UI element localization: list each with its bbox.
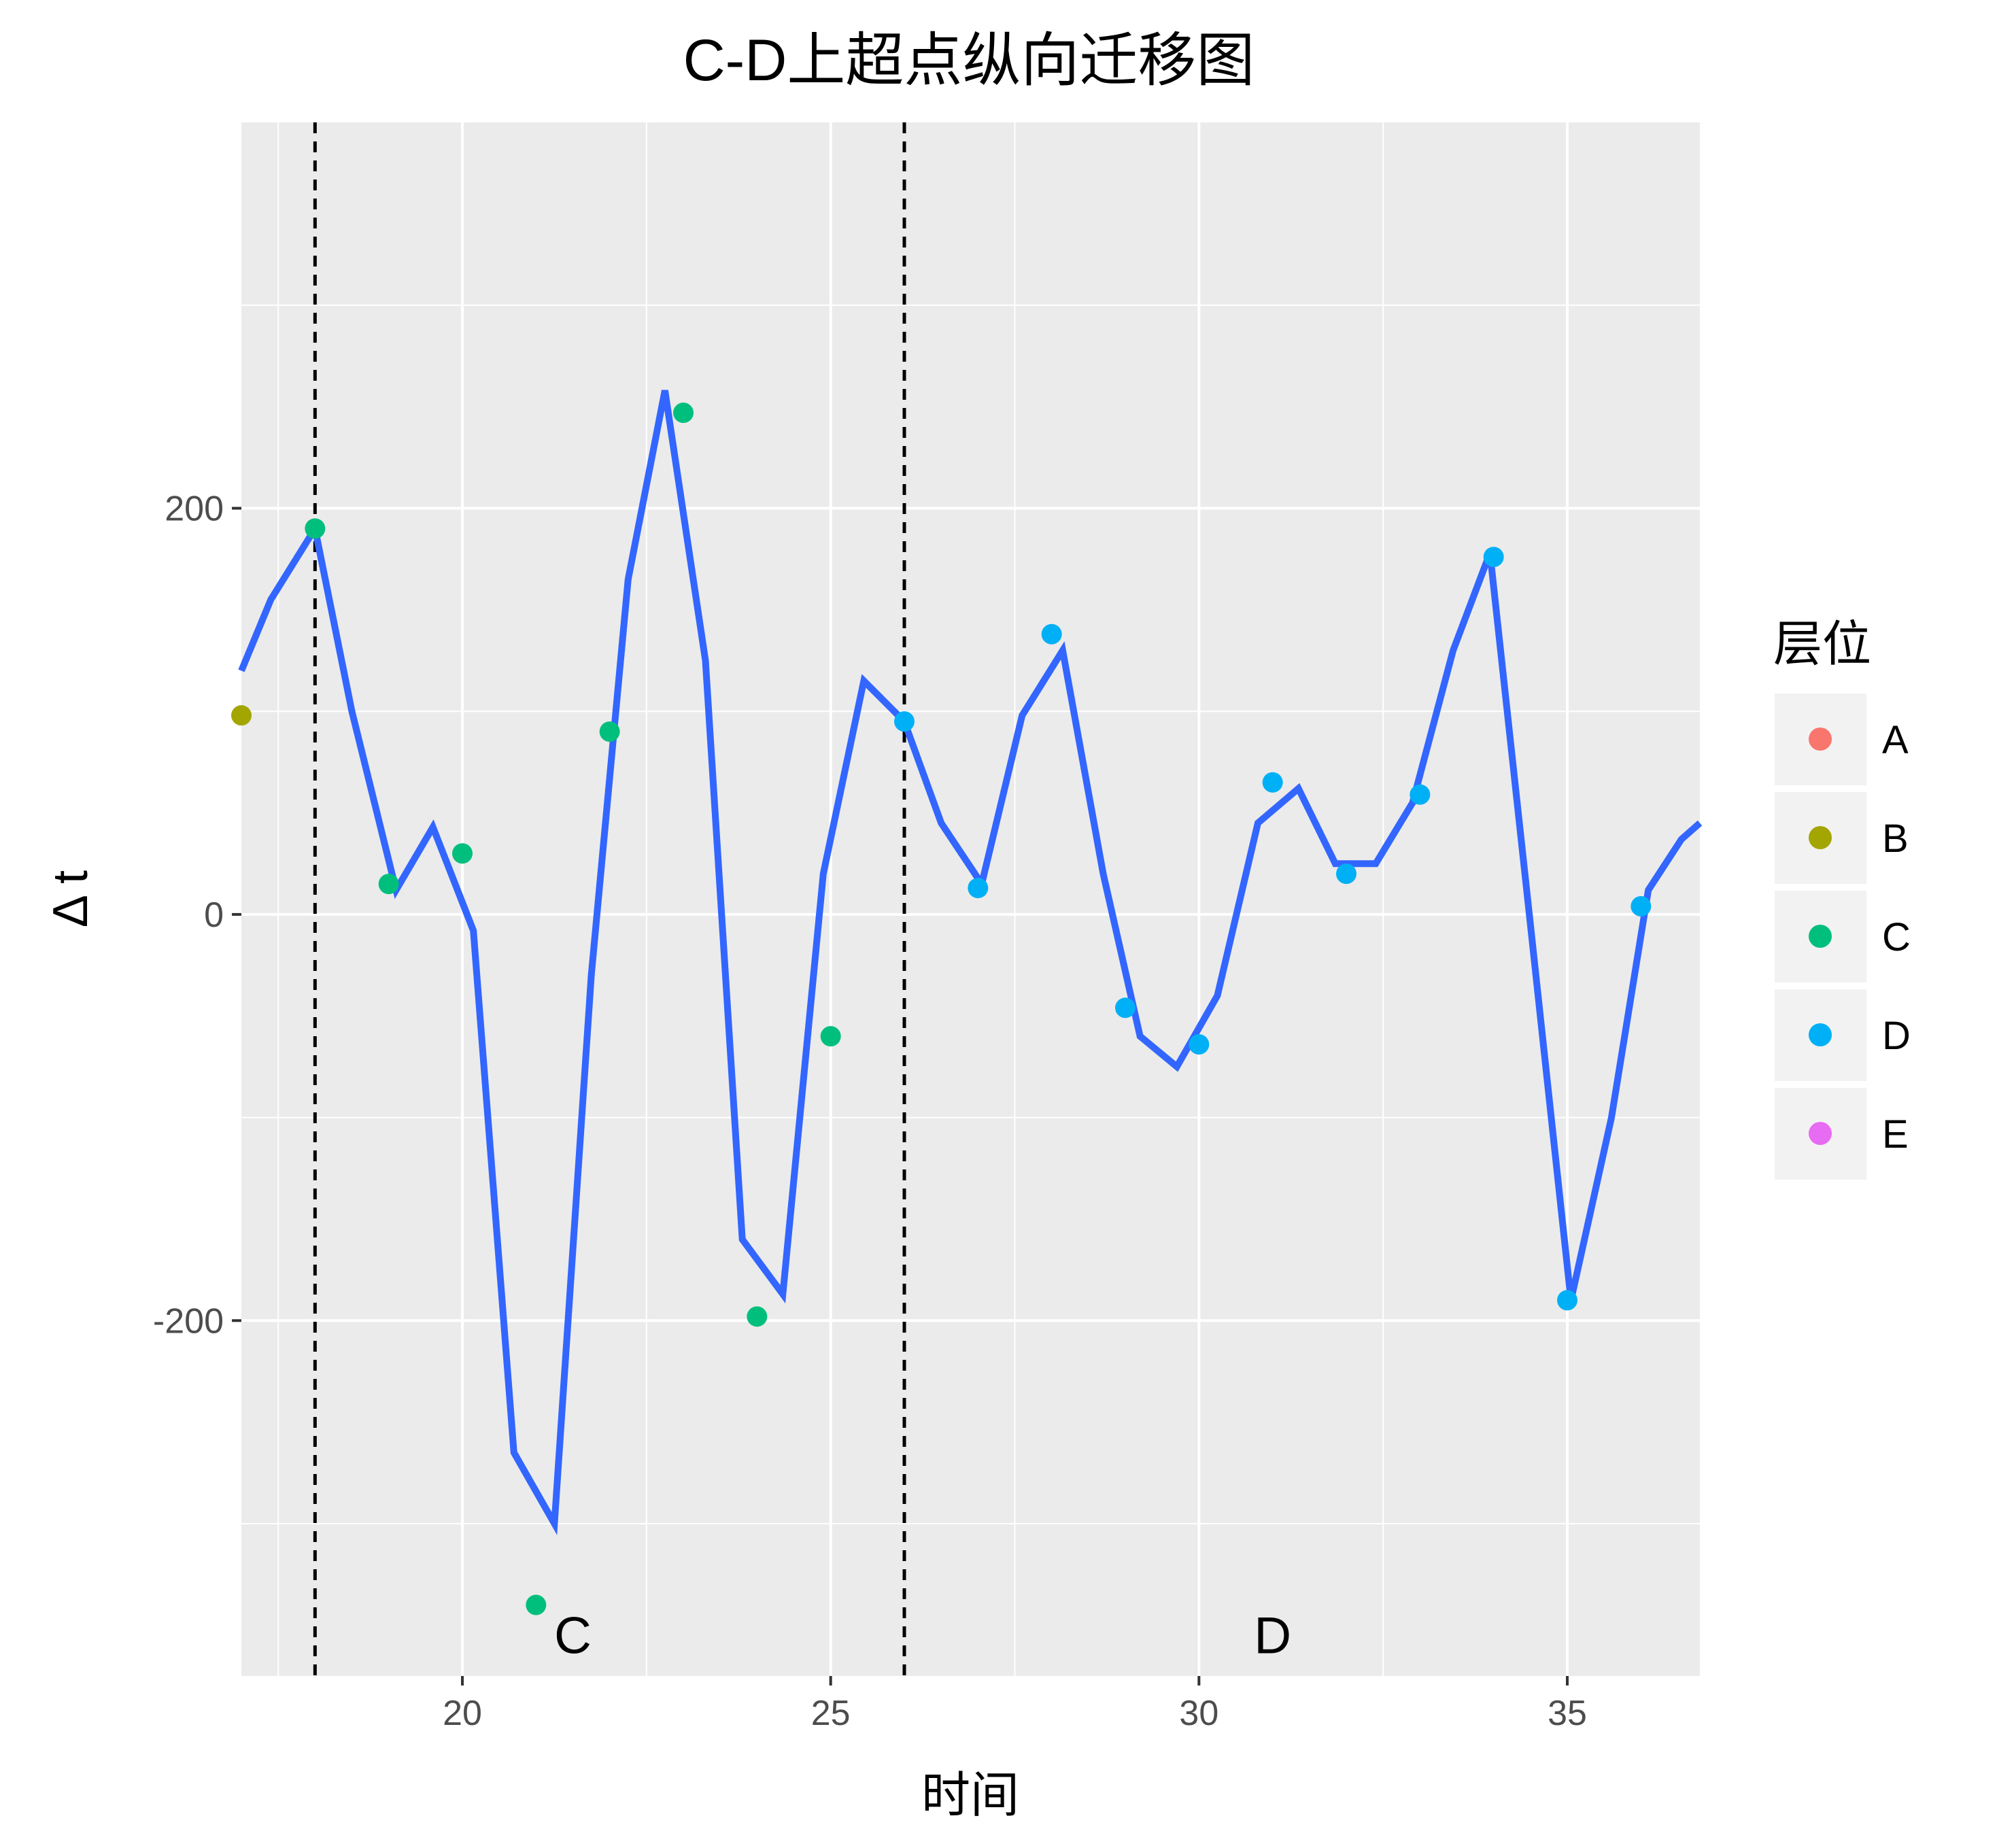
y-axis-title: Δ t [44, 870, 98, 927]
x-tick-label: 20 [443, 1694, 482, 1733]
x-tick-label: 30 [1179, 1694, 1218, 1733]
grid-major [241, 122, 1700, 1676]
x-axis: 20 25 30 35 [443, 1676, 1587, 1733]
data-point-d [1410, 784, 1431, 805]
y-tick-label: 0 [204, 895, 224, 935]
data-point-d [894, 711, 915, 732]
data-point-d [1336, 863, 1356, 885]
x-tick-label: 25 [811, 1694, 851, 1733]
legend-dot-a [1809, 728, 1832, 751]
data-point-d [1262, 772, 1283, 793]
x-axis-title: 时间 [921, 1768, 1019, 1823]
y-tick-label: 200 [165, 490, 224, 529]
legend-title: 层位 [1773, 617, 1871, 672]
legend-label-c: C [1882, 915, 1911, 959]
legend-label-d: D [1882, 1014, 1911, 1058]
data-points [231, 403, 1652, 1615]
legend: 层位 A B C D E [1773, 617, 1911, 1180]
grid-minor [241, 122, 1700, 1676]
legend-label-b: B [1882, 817, 1909, 861]
data-point-c [820, 1026, 841, 1047]
y-axis: -200 0 200 [153, 490, 241, 1341]
data-point-d [1631, 895, 1652, 917]
data-point-d [1189, 1034, 1210, 1055]
region-label-d: D [1254, 1607, 1291, 1664]
legend-dot-b [1809, 826, 1832, 849]
data-point-d [1483, 547, 1504, 568]
data-point-d [1041, 623, 1062, 645]
data-point-d [1557, 1290, 1577, 1311]
x-tick-label: 35 [1548, 1694, 1587, 1733]
data-point-c [378, 874, 399, 895]
data-point-c [599, 721, 620, 742]
legend-dot-d [1809, 1023, 1832, 1046]
legend-label-a: A [1882, 718, 1909, 762]
legend-dot-e [1809, 1122, 1832, 1145]
data-point-c [526, 1594, 547, 1615]
data-point-d [968, 878, 989, 899]
legend-entries: A B C D E [1775, 694, 1911, 1180]
data-point-c [673, 403, 694, 424]
data-point-c [452, 843, 473, 864]
legend-dot-c [1809, 925, 1832, 948]
y-tick-label: -200 [153, 1301, 224, 1341]
legend-label-e: E [1882, 1112, 1909, 1157]
data-point-b [231, 705, 252, 726]
chart-title: C-D上超点纵向迁移图 [683, 28, 1255, 93]
data-point-c [305, 518, 326, 539]
data-point-d [1115, 997, 1136, 1019]
plot-panel [241, 122, 1700, 1676]
region-label-c: C [554, 1607, 592, 1664]
reference-lines [313, 122, 906, 1676]
data-point-c [747, 1306, 768, 1327]
